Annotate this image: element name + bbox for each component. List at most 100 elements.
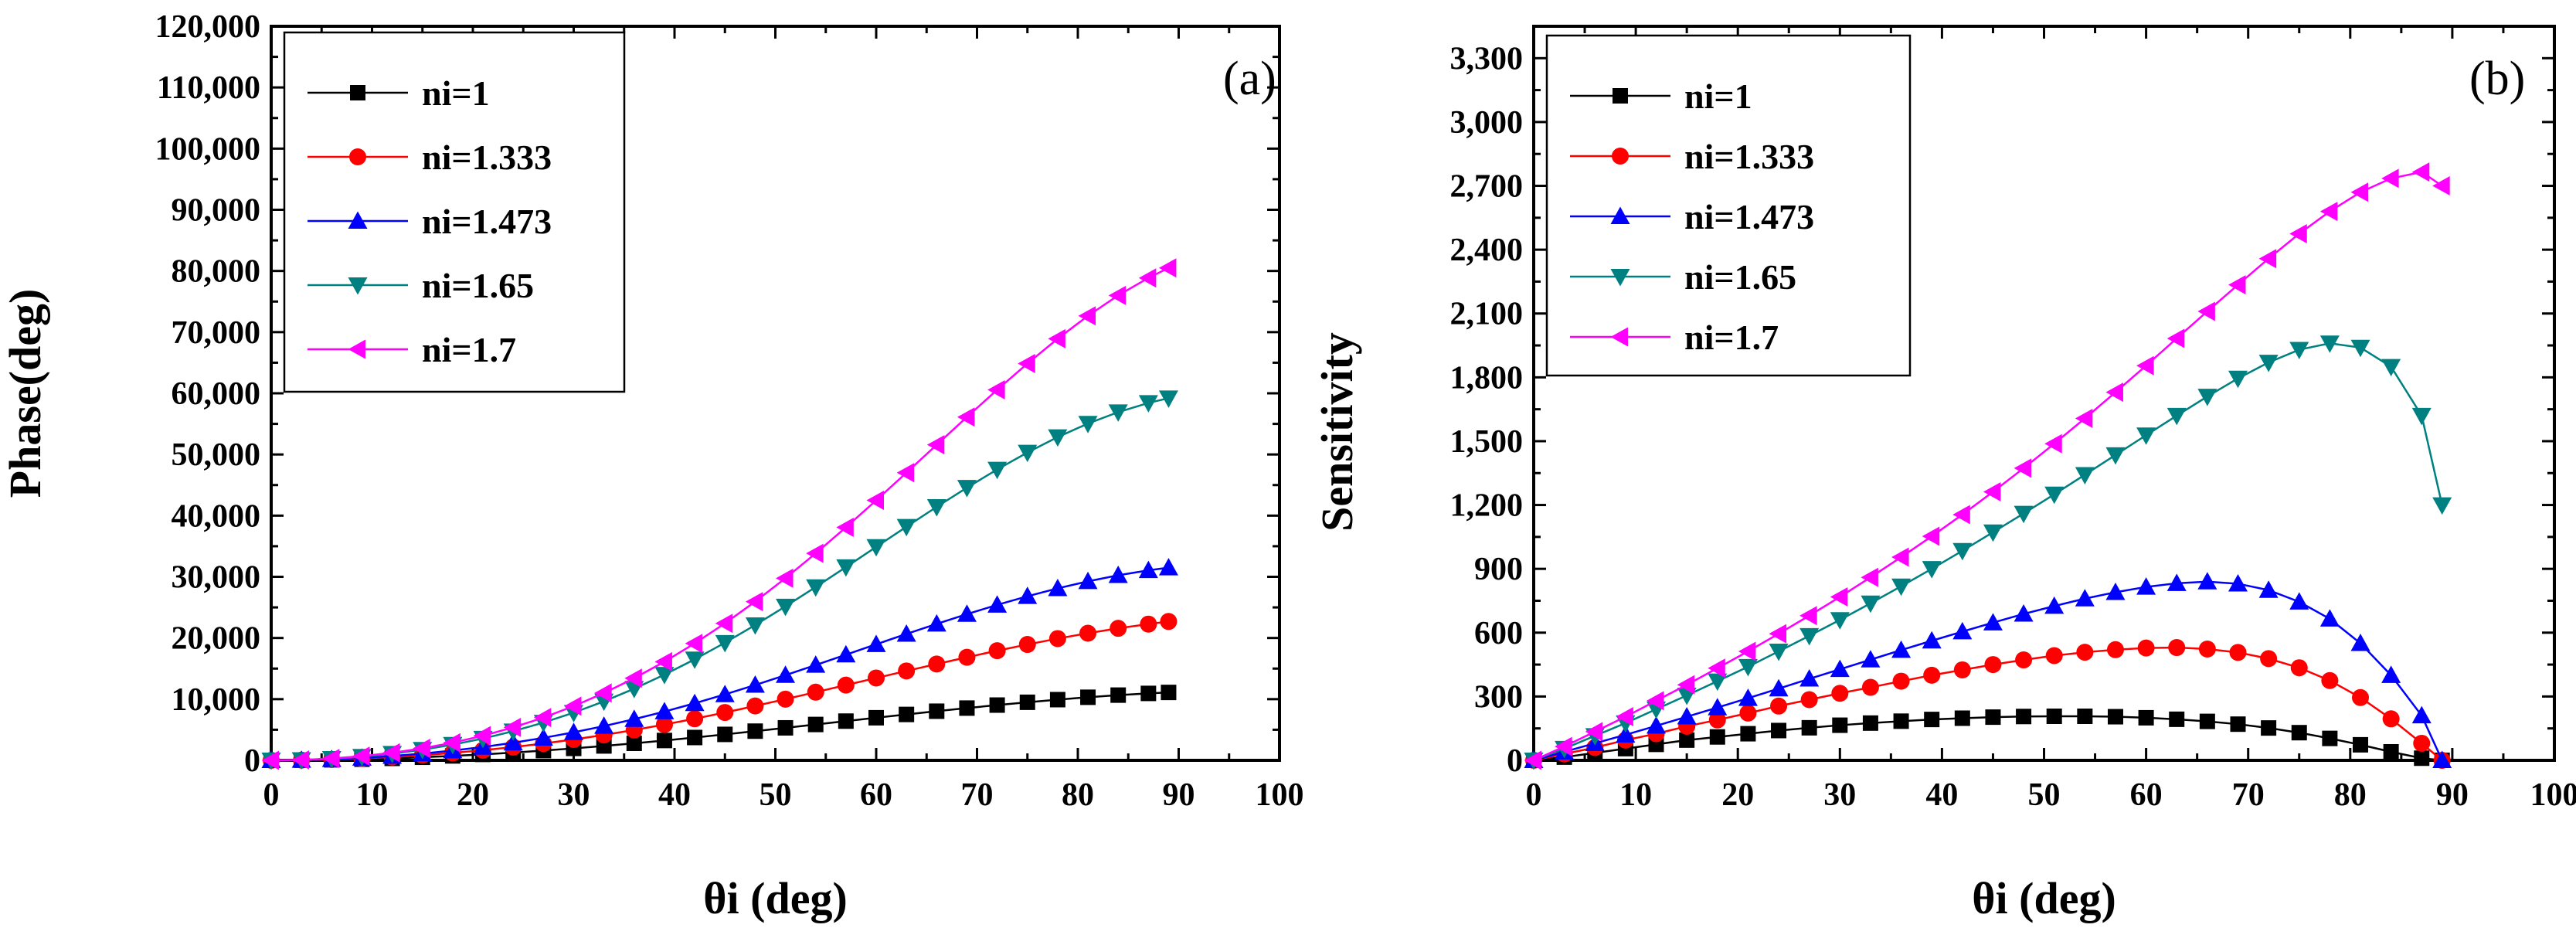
data-point bbox=[2015, 651, 2033, 669]
data-point bbox=[1861, 595, 1881, 614]
data-point bbox=[1830, 587, 1848, 607]
data-point bbox=[1769, 624, 1787, 644]
data-point bbox=[564, 722, 583, 740]
y-axis-title: Phase(deg) bbox=[0, 289, 50, 498]
data-point bbox=[957, 480, 977, 498]
data-point bbox=[2168, 639, 2186, 657]
data-point bbox=[1953, 661, 1971, 678]
series-ni=1.7 bbox=[1524, 162, 2450, 770]
data-point bbox=[1985, 709, 2001, 726]
data-point bbox=[321, 749, 340, 769]
data-point bbox=[896, 624, 916, 642]
data-point bbox=[2197, 572, 2217, 590]
data-point bbox=[837, 676, 855, 694]
data-point bbox=[2105, 582, 2126, 600]
data-point bbox=[2075, 408, 2093, 428]
data-point bbox=[1647, 716, 1667, 734]
y-tick-label: 30,000 bbox=[172, 560, 261, 596]
data-point bbox=[1158, 558, 1178, 576]
data-point bbox=[1018, 636, 1036, 654]
x-tick-label: 10 bbox=[1619, 777, 1652, 813]
data-point bbox=[838, 713, 854, 729]
data-point bbox=[1160, 613, 1178, 631]
data-point bbox=[1108, 404, 1128, 422]
legend-item: ni=1.473 bbox=[1570, 197, 1814, 236]
data-point bbox=[1891, 578, 1912, 597]
chart-panel-b: 0 10 20 30 40 50 60 70 80 90 100 0 300 600 900 1,200 1,5… bbox=[1312, 25, 2576, 923]
data-point bbox=[2014, 458, 2032, 478]
data-point bbox=[686, 710, 704, 728]
data-point bbox=[2321, 671, 2339, 689]
data-point bbox=[413, 738, 430, 758]
data-point bbox=[987, 461, 1008, 480]
data-point bbox=[2381, 168, 2399, 189]
y-tick-label: 80,000 bbox=[172, 254, 261, 290]
data-point bbox=[2228, 275, 2246, 295]
data-point bbox=[2290, 659, 2308, 677]
data-point bbox=[626, 735, 642, 751]
data-point bbox=[2411, 162, 2430, 182]
data-point bbox=[2198, 640, 2216, 658]
data-point bbox=[807, 716, 824, 733]
data-point bbox=[2044, 486, 2065, 505]
data-point bbox=[1893, 713, 1909, 729]
data-point bbox=[654, 702, 675, 719]
legend-label: ni=1.7 bbox=[1684, 318, 1779, 357]
data-point bbox=[2319, 335, 2340, 353]
legend-label: ni=1.333 bbox=[1684, 137, 1814, 176]
legend-marker bbox=[1610, 327, 1628, 347]
data-point bbox=[1771, 722, 1787, 739]
data-point bbox=[1924, 712, 1940, 728]
data-point bbox=[2432, 176, 2450, 196]
data-point bbox=[2046, 709, 2062, 724]
data-point bbox=[1861, 650, 1881, 668]
legend-marker bbox=[1610, 206, 1630, 224]
data-point bbox=[1708, 673, 1728, 692]
data-point bbox=[928, 655, 946, 673]
data-point bbox=[836, 559, 856, 577]
data-point bbox=[1616, 725, 1636, 743]
data-point bbox=[806, 655, 826, 673]
x-tick-label: 40 bbox=[1925, 777, 1958, 813]
data-point bbox=[1799, 606, 1817, 626]
y-tick-label: 300 bbox=[1474, 679, 1523, 715]
data-point bbox=[1738, 641, 1756, 661]
data-point bbox=[564, 696, 582, 716]
x-tick-label: 80 bbox=[1062, 777, 1094, 813]
data-point bbox=[2319, 202, 2338, 222]
data-point bbox=[1078, 416, 1098, 433]
data-point bbox=[2136, 355, 2154, 376]
y-tick-label: 3,300 bbox=[1450, 41, 1524, 76]
data-point bbox=[1158, 258, 1177, 278]
y-tick-label: 120,000 bbox=[155, 9, 261, 45]
x-tick-label: 0 bbox=[263, 777, 280, 813]
legend-item: ni=1.333 bbox=[1570, 137, 1814, 176]
data-point bbox=[926, 614, 946, 632]
data-point bbox=[776, 598, 796, 617]
data-point bbox=[2045, 647, 2063, 665]
data-point bbox=[2016, 709, 2032, 725]
data-point bbox=[1832, 717, 1848, 733]
data-point bbox=[2258, 249, 2277, 269]
y-tick-label: 50,000 bbox=[172, 437, 261, 473]
data-point bbox=[957, 604, 977, 622]
data-point bbox=[1952, 542, 1973, 561]
y-tick-label: 0 bbox=[1507, 743, 1523, 779]
data-point bbox=[2014, 505, 2034, 524]
y-tick-label: 2,700 bbox=[1450, 169, 1524, 205]
data-point bbox=[2228, 573, 2248, 592]
data-point bbox=[2105, 447, 2126, 465]
data-point bbox=[1078, 571, 1098, 590]
data-point bbox=[2107, 709, 2123, 725]
data-point bbox=[1524, 750, 1541, 770]
data-point bbox=[896, 518, 916, 537]
data-point bbox=[2413, 734, 2431, 752]
data-point bbox=[1677, 675, 1695, 695]
data-point bbox=[745, 617, 765, 635]
y-tick-label: 20,000 bbox=[172, 621, 261, 657]
data-point bbox=[868, 709, 884, 726]
data-point bbox=[2322, 730, 2338, 746]
legend-item: ni=1.7 bbox=[1570, 318, 1779, 357]
data-point bbox=[1952, 505, 1970, 525]
x-tick-label: 30 bbox=[558, 777, 590, 813]
